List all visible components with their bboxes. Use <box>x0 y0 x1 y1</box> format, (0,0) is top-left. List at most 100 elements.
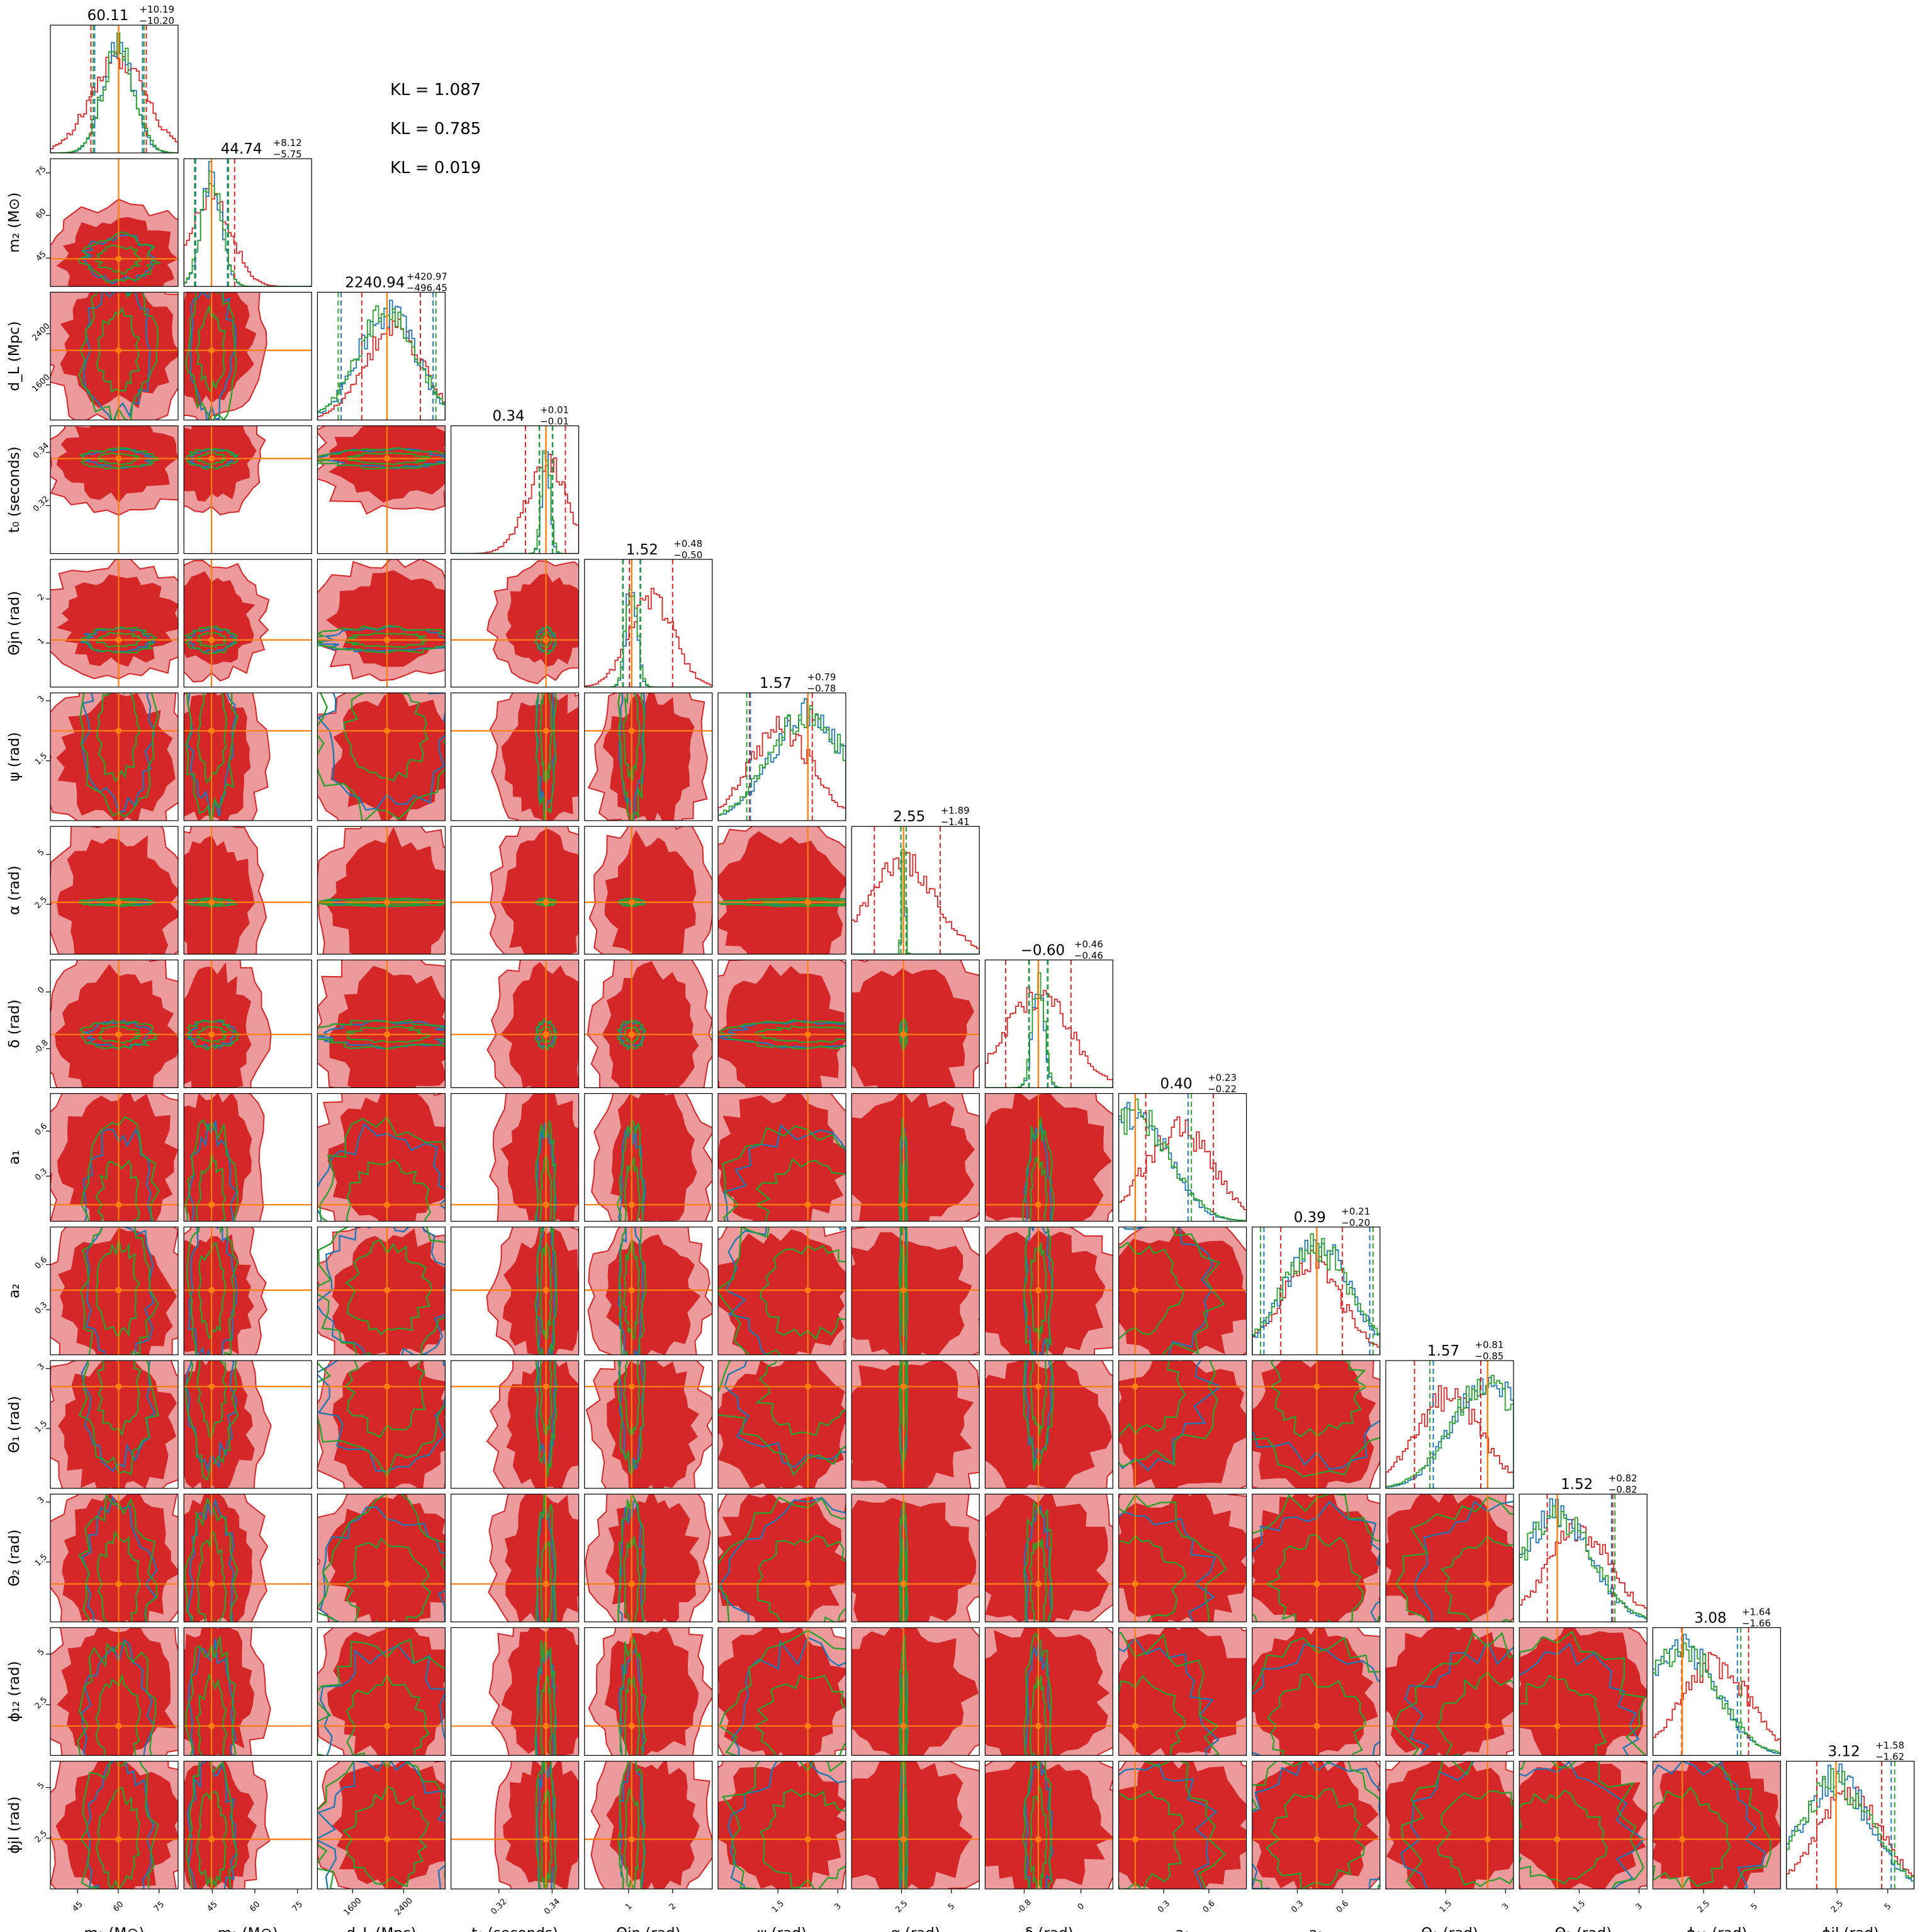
panel-frame <box>317 1761 446 1890</box>
panel-phi_jl-delta: -0.8 0 δ (rad) <box>984 1761 1114 1932</box>
hist-green-t0 <box>451 450 579 554</box>
xlabel-a1: a₁ <box>1175 1926 1189 1932</box>
panel-delta-theta_jn <box>584 959 713 1089</box>
truth-marker <box>900 1287 907 1294</box>
panel-theta2-dL <box>317 1493 446 1622</box>
panel-frame <box>50 1227 179 1356</box>
truth-marker <box>1035 1383 1042 1390</box>
panel-frame <box>317 959 446 1089</box>
panel-t0-dL <box>317 425 446 554</box>
truth-marker <box>1035 1580 1042 1587</box>
contour-inner <box>62 1494 178 1622</box>
contour-narrow <box>1162 1227 1225 1355</box>
title-theta1: 1.57 <box>1427 1343 1459 1359</box>
panel-theta2-m1: 1.5 3 Θ₂ (rad) <box>6 1493 179 1622</box>
contour-narrow <box>1252 1437 1380 1478</box>
x-tick-label: 0.6 <box>1335 1899 1351 1914</box>
truth-marker <box>115 727 122 734</box>
hist-red-phi_jl <box>1786 1786 1914 1889</box>
y-tick-label: 1.5 <box>33 1419 49 1435</box>
panel-phi_jl-theta_jn: 1 2 Θjn (rad) <box>584 1761 713 1932</box>
panel-a1-dL <box>317 1092 446 1222</box>
truth-marker <box>542 899 549 906</box>
contour-narrow <box>1519 1631 1646 1756</box>
panel-frame <box>50 425 179 554</box>
contour-narrow <box>1252 1643 1380 1756</box>
hist-red-dL <box>317 318 446 420</box>
panel-a2-psi <box>717 1227 846 1356</box>
contour-inner <box>605 1234 701 1355</box>
title-minus-dL: −496.45 <box>407 282 447 293</box>
panel-a2-alpha <box>851 1227 980 1356</box>
truth-marker <box>384 1201 391 1208</box>
panel-frame <box>1519 1761 1648 1890</box>
contour-inner <box>332 1761 446 1889</box>
panel-alpha-dL <box>317 826 446 955</box>
panel-frame <box>317 1493 446 1622</box>
contour-inner <box>605 1494 700 1622</box>
title-phi12: 3.08 <box>1694 1610 1726 1626</box>
ylabel-delta: δ (rad) <box>6 999 23 1048</box>
truth-marker <box>542 1836 549 1843</box>
panel-theta2-m2 <box>183 1493 312 1622</box>
contour-narrow <box>1118 1637 1220 1756</box>
ylabel-psi: ψ (rad) <box>6 732 23 782</box>
panel-alpha-t0 <box>450 826 580 955</box>
title-plus-m2: +8.12 <box>273 137 302 149</box>
panel-theta_jn-m1: 1 2 Θjn (rad) <box>6 559 179 688</box>
panel-frame <box>984 1360 1114 1489</box>
panel-frame <box>50 1360 179 1489</box>
title-phi_jl: 3.12 <box>1828 1744 1860 1760</box>
panel-frame <box>1385 1761 1514 1890</box>
contour-narrow <box>1118 1361 1222 1472</box>
panel-theta2-a1 <box>1118 1493 1247 1622</box>
panel-phi12-delta <box>984 1627 1114 1756</box>
hist-blue-phi_jl <box>1786 1763 1914 1889</box>
truth-marker <box>384 636 391 643</box>
contour-inner <box>851 1498 977 1622</box>
contour-narrow <box>1118 1790 1184 1889</box>
truth-marker <box>628 1201 635 1208</box>
truth-marker <box>1035 1836 1042 1843</box>
truth-marker <box>628 1836 635 1843</box>
panel-frame <box>1786 1761 1915 1890</box>
truth-marker <box>900 1031 907 1038</box>
x-tick-label: 0.32 <box>490 1897 509 1916</box>
y-tick-label: 0.3 <box>33 1300 49 1316</box>
y-tick-label: 3 <box>36 1362 46 1372</box>
truth-marker <box>628 1722 635 1729</box>
contour-narrow <box>1118 1632 1220 1756</box>
panel-frame <box>50 1493 179 1622</box>
xlabel-m2: m₂ (M⊙) <box>218 1926 278 1932</box>
panel-frame <box>851 826 980 955</box>
x-tick-label: 1.5 <box>1571 1899 1587 1914</box>
contour-inner <box>184 1761 257 1889</box>
panel-frame <box>450 1493 580 1622</box>
y-tick-label: 0.3 <box>33 1167 49 1182</box>
title-minus-m1: −10.20 <box>140 15 175 26</box>
panel-psi-dL <box>317 692 446 821</box>
truth-marker <box>1313 1836 1320 1843</box>
truth-marker <box>1554 1722 1561 1729</box>
panel-frame <box>1118 1627 1247 1756</box>
truth-marker <box>384 1383 391 1390</box>
panel-frame <box>717 1092 846 1222</box>
panel-frame <box>584 959 713 1089</box>
y-tick-label: 3 <box>36 694 46 704</box>
panel-phi12-a1 <box>1118 1627 1247 1756</box>
panel-m1-m1: 60.11 +10.19−10.20 <box>50 4 179 154</box>
truth-marker <box>115 1201 122 1208</box>
title-plus-a2: +0.21 <box>1341 1206 1370 1217</box>
xlabel-phi12: ϕ₁₂ (rad) <box>1686 1926 1747 1932</box>
panel-alpha-alpha: 2.55 +1.89−1.41 <box>851 805 980 955</box>
title-alpha: 2.55 <box>893 809 925 825</box>
x-tick-label: 3 <box>833 1902 843 1912</box>
truth-marker <box>628 727 635 734</box>
title-minus-a2: −0.20 <box>1341 1217 1370 1228</box>
hist-red-a1 <box>1118 1116 1247 1222</box>
panel-theta2-theta_jn <box>584 1493 713 1622</box>
panel-a2-dL <box>317 1227 446 1356</box>
panel-frame <box>717 959 846 1089</box>
panel-dL-dL: 2240.94 +420.97−496.45 <box>317 271 447 420</box>
contour-inner <box>985 1230 1106 1355</box>
